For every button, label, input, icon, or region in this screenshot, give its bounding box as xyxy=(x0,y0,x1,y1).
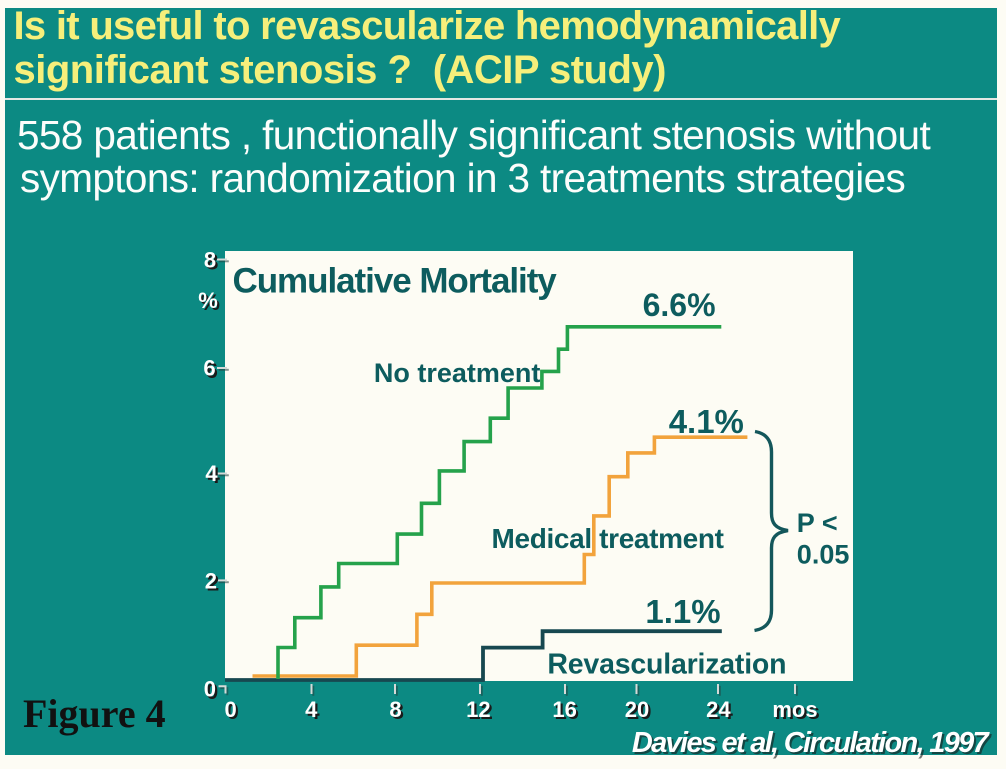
svg-text:4.1%: 4.1% xyxy=(669,403,744,440)
svg-text:4: 4 xyxy=(307,699,320,724)
svg-text:2: 2 xyxy=(205,568,217,593)
svg-text:12: 12 xyxy=(466,697,490,722)
svg-text:2: 2 xyxy=(207,571,219,596)
svg-text:8: 8 xyxy=(206,250,218,275)
svg-text:mos: mos xyxy=(772,697,817,722)
svg-text:0: 0 xyxy=(227,699,239,724)
svg-text:12: 12 xyxy=(468,699,492,724)
svg-text:4: 4 xyxy=(208,463,221,488)
svg-text:0: 0 xyxy=(224,697,236,722)
svg-text:0: 0 xyxy=(206,679,218,704)
svg-text:Medical treatment: Medical treatment xyxy=(492,523,724,554)
svg-text:6: 6 xyxy=(203,356,215,381)
svg-text:4: 4 xyxy=(205,461,218,486)
svg-text:20: 20 xyxy=(625,697,649,722)
svg-text:16: 16 xyxy=(555,699,579,724)
svg-text:mos: mos xyxy=(775,699,820,724)
svg-text:%: % xyxy=(198,288,218,313)
svg-text:0: 0 xyxy=(204,677,216,702)
svg-text:16: 16 xyxy=(552,697,576,722)
svg-text:Revascularization: Revascularization xyxy=(547,649,786,681)
svg-text:0.05: 0.05 xyxy=(797,540,850,570)
svg-text:6.6%: 6.6% xyxy=(643,287,716,323)
svg-text:8: 8 xyxy=(392,699,404,724)
svg-text:24: 24 xyxy=(708,699,733,724)
svg-text:24: 24 xyxy=(706,697,731,722)
svg-text:1.1%: 1.1% xyxy=(645,593,720,630)
svg-text:No treatment: No treatment xyxy=(374,358,541,388)
svg-text:20: 20 xyxy=(627,699,651,724)
svg-text:Cumulative Mortality: Cumulative Mortality xyxy=(233,262,558,301)
svg-text:8: 8 xyxy=(204,247,216,272)
svg-text:8: 8 xyxy=(389,697,401,722)
svg-text:%: % xyxy=(200,290,220,315)
svg-text:P <: P < xyxy=(797,508,838,538)
svg-text:6: 6 xyxy=(206,358,218,383)
svg-text:4: 4 xyxy=(305,697,318,722)
